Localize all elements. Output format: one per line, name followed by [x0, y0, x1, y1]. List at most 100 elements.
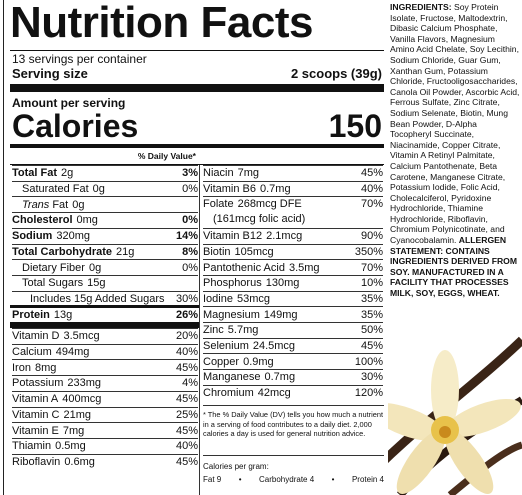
nutrient-name: Fat: [52, 198, 69, 211]
servings: 13 servings per container: [12, 52, 147, 66]
nutrient-row: Vitamin A 400mcg 45%: [12, 390, 198, 407]
nutrient-amount: 53mcg: [236, 292, 271, 305]
nutrient-amount: 0g: [92, 183, 105, 196]
nutrient-amount: 105mcg: [234, 245, 274, 258]
vanilla-illustration: [346, 336, 522, 495]
nutrient-dv: 45%: [360, 340, 383, 353]
rule: [10, 50, 384, 51]
nutrient-amount: 0.7mg: [260, 183, 291, 196]
column-divider: [199, 165, 200, 495]
nutrient-dv: 0%: [182, 214, 198, 227]
nutrient-row: Magnesium 149mg 35%: [203, 306, 383, 322]
nutrient-amount: 7mg: [237, 167, 259, 180]
dv-header: % Daily Value*: [137, 151, 196, 161]
nutrient-name: Phosphorus: [203, 277, 262, 290]
medium-rule: [10, 144, 384, 148]
nutrient-name: Protein: [12, 308, 50, 321]
ingredients: INGREDIENTS: Soy Protein Isolate, Fructo…: [390, 2, 520, 299]
nutrient-amount: 149mg: [263, 308, 298, 321]
nutrient-amount: 2.1mcg: [266, 230, 303, 243]
nutrient-name-italic: Trans: [22, 198, 50, 211]
cpg-item: Carbohydrate 4: [259, 475, 315, 484]
nutrient-name: Vitamin A: [12, 393, 59, 406]
nutrient-amount: 24.5mcg: [252, 340, 296, 353]
nutrient-row: Manganese 0.7mg 30%: [203, 369, 383, 385]
nutrient-dv: 30%: [360, 371, 383, 384]
serving-size: Serving size 2 scoops (39g): [12, 66, 382, 81]
nutrient-name: Niacin: [203, 167, 234, 180]
nutrient-row: Total Fat 2g 3%: [12, 165, 198, 181]
nutrient-name: Thiamin: [12, 440, 52, 453]
nutrient-row: Cholesterol 0mg 0%: [12, 212, 198, 228]
nutrient-dv: 20%: [175, 330, 198, 343]
nutrient-name: Biotin: [203, 245, 231, 258]
nutrient-amount: 7mg: [62, 424, 85, 437]
nutrient-row: Total Sugars 15g: [12, 274, 198, 291]
nutrient-dv: 45%: [175, 361, 198, 374]
nutrient-row: Vitamin B12 2.1mcg 90%: [203, 227, 383, 244]
ingredients-text: Soy Protein Isolate, Fructose, Maltodext…: [390, 2, 520, 246]
cpg-sep: •: [238, 475, 242, 484]
thick-rule: [10, 84, 384, 92]
nutrient-dv: 45%: [175, 455, 198, 468]
nutrient-name: Pantothenic Acid: [203, 261, 285, 274]
nutrient-amount: 0.5mg: [55, 440, 86, 453]
nutrient-row: Iron 8mg 45%: [12, 359, 198, 375]
nutrient-dv: 45%: [360, 167, 383, 180]
nutrient-amount: 3.5mg: [288, 261, 320, 274]
nutrient-row: Vitamin B6 0.7mg 40%: [203, 180, 383, 197]
nutrient-name: Riboflavin: [12, 455, 61, 468]
nutrient-dv: 70%: [360, 198, 383, 211]
ingredients-label: INGREDIENTS:: [390, 2, 452, 12]
nutrient-name: Iodine: [203, 292, 233, 305]
allergen-label: ALLERGEN STATEMENT:: [390, 235, 507, 256]
nutrient-name: Potassium: [12, 377, 64, 390]
nutrient-dv: 100%: [354, 355, 383, 368]
nutrient-amount: 15g: [87, 277, 106, 290]
nutrient-dv: 350%: [354, 245, 383, 258]
nutrient-dv: 0%: [182, 183, 198, 196]
nutrient-row: Thiamin 0.5mg 40%: [12, 437, 198, 454]
nutrient-name: Total Sugars: [22, 277, 84, 290]
nutrient-name: Cholesterol: [12, 214, 73, 227]
nutrient-dv: 35%: [360, 292, 383, 305]
calories-value: 150: [328, 108, 382, 144]
nutrient-dv: 4%: [182, 377, 198, 390]
nutrient-row: Biotin 105mcg 350%: [203, 243, 383, 260]
nutrient-amount: 2g: [61, 167, 74, 180]
nutrient-amount: 21g: [116, 245, 135, 258]
nutrient-amount: 42mcg: [257, 387, 291, 400]
nutrient-row: Trans Fat 0g: [12, 196, 198, 212]
cpg-item: Protein 4: [351, 475, 384, 484]
nutrient-amount: 5.7mg: [227, 324, 259, 337]
nutrient-amount: 494mg: [55, 346, 90, 359]
nutrient-row: Vitamin C 21mg 25%: [12, 406, 198, 423]
nutrient-name: Vitamin E: [12, 424, 59, 437]
nutrient-amount: 21mg: [63, 408, 92, 421]
nutrient-name: Total Fat: [12, 167, 58, 180]
nutrient-amount: 0g: [88, 261, 102, 274]
nutrient-amount: 400mcg: [62, 393, 102, 406]
nutrient-dv: 40%: [175, 440, 198, 453]
footnote: * The % Daily Value (DV) tells you how m…: [203, 405, 384, 439]
nutrient-name: Vitamin C: [12, 408, 60, 421]
nutrient-dv: 8%: [182, 245, 198, 258]
nutrient-name: Includes 15g Added Sugars: [30, 292, 165, 305]
nutrient-amount: 8mg: [34, 361, 57, 374]
calories: Calories 150: [12, 108, 382, 145]
cpg-item: Fat 9: [203, 475, 222, 484]
serving-size-value: 2 scoops (39g): [290, 66, 382, 81]
rule: [10, 164, 384, 165]
nutrient-amount: 0.7mg: [264, 371, 296, 384]
nutrient-amount: 268mcg DFE: [237, 198, 302, 211]
nutrient-row: Chromium 42mcg 120%: [203, 384, 383, 401]
nutrient-note: (161mcg folic acid): [213, 213, 306, 226]
nutrient-row: Selenium 24.5mcg 45%: [203, 337, 383, 354]
nutrient-amount: 130mg: [265, 277, 300, 290]
nutrient-amount: 0g: [72, 198, 85, 211]
nutrient-row: Phosphorus 130mg 10%: [203, 274, 383, 291]
nutrient-row: Saturated Fat 0g 0%: [12, 180, 198, 197]
nutrient-dv: 0%: [182, 261, 198, 274]
cpg-items: Fat 9 • Carbohydrate 4 • Protein 4: [203, 475, 384, 484]
